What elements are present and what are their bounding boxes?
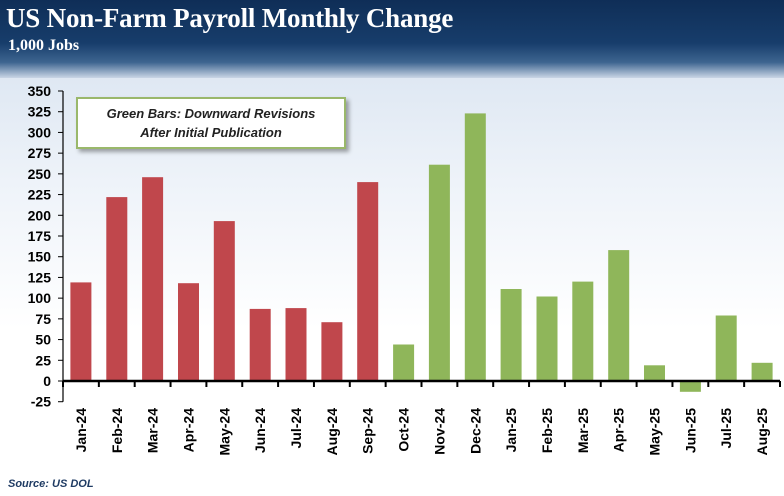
bar-oct-24: [393, 344, 415, 381]
x-tick-label: Mar-25: [575, 408, 591, 453]
bar-apr-25: [608, 250, 630, 381]
x-tick-label: Aug-25: [754, 408, 770, 456]
x-tick-label: Apr-25: [611, 408, 627, 453]
y-tick-label: 75: [35, 311, 51, 327]
y-tick-label: 175: [28, 228, 52, 244]
x-tick-label: Apr-24: [180, 408, 196, 453]
bar-jul-25: [715, 315, 737, 381]
y-tick-label: 225: [28, 187, 52, 203]
x-tick-label: Jul-25: [718, 408, 734, 449]
x-tick-label: Jan-25: [503, 408, 519, 453]
x-tick-label: May-25: [647, 408, 663, 456]
bar-nov-24: [428, 164, 450, 381]
chart-title: US Non-Farm Payroll Monthly Change: [6, 3, 454, 33]
x-tick-label: Dec-24: [467, 408, 483, 454]
bar-apr-24: [178, 283, 199, 381]
bar-feb-24: [106, 197, 128, 381]
y-tick-label: 250: [28, 166, 52, 182]
bar-jun-25: [679, 381, 701, 392]
y-tick-label: 300: [28, 124, 52, 140]
x-tick-label: Feb-24: [109, 408, 125, 453]
x-tick-label: Jun-24: [252, 408, 268, 453]
chart-header: US Non-Farm Payroll Monthly Change 1,000…: [0, 0, 784, 78]
bar-jul-24: [285, 308, 307, 381]
y-tick-label: 200: [28, 207, 52, 223]
x-tick-label: Sep-24: [360, 408, 376, 454]
chart-subtitle: 1,000 Jobs: [8, 37, 80, 54]
annotation-line-1: Green Bars: Downward Revisions: [106, 106, 316, 121]
x-tick-label: May-24: [216, 408, 232, 456]
x-tick-label: Aug-24: [324, 408, 340, 456]
bar-jan-24: [70, 282, 92, 381]
x-tick-label: Jun-25: [682, 408, 698, 453]
x-tick-label: Mar-24: [145, 408, 161, 453]
bar-aug-25: [751, 362, 773, 381]
x-tick-label: Nov-24: [431, 408, 447, 455]
y-tick-label: 150: [28, 249, 52, 265]
bar-mar-24: [142, 177, 164, 381]
bar-jan-25: [500, 289, 522, 381]
y-tick-label: 50: [35, 332, 51, 348]
x-tick-label: Jan-24: [73, 408, 89, 453]
x-tick-label: Jul-24: [288, 408, 304, 449]
bar-sep-24: [357, 182, 379, 381]
y-tick-label: 125: [28, 269, 52, 285]
bar-feb-25: [536, 296, 558, 381]
y-tick-label: 25: [35, 352, 51, 368]
bar-jun-24: [249, 308, 271, 381]
annotation-box: Green Bars: Downward Revisions After Ini…: [76, 97, 346, 149]
bar-may-25: [644, 365, 665, 381]
bar-dec-24: [464, 113, 486, 382]
x-tick-label: Feb-25: [539, 408, 555, 453]
y-tick-label: 350: [28, 83, 52, 99]
bar-may-24: [213, 221, 235, 381]
y-tick-label: 325: [28, 104, 52, 120]
bar-aug-24: [321, 322, 343, 381]
bar-mar-25: [572, 281, 594, 381]
y-tick-label: 0: [43, 373, 51, 389]
source-note: Source: US DOL: [8, 478, 94, 490]
x-tick-label: Oct-24: [396, 408, 412, 452]
y-tick-label: 100: [28, 290, 52, 306]
y-tick-label: 275: [28, 145, 52, 161]
annotation-line-2: After Initial Publication: [140, 125, 282, 140]
y-tick-label: -25: [31, 394, 51, 410]
